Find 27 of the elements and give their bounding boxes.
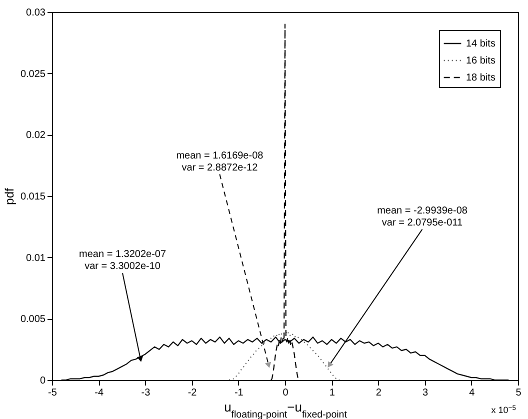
x-tick-label: 5 <box>516 388 522 398</box>
annotation: mean = 1.3202e-07 var = 3.3002e-10 <box>79 249 166 272</box>
legend-label: 14 bits <box>466 38 496 50</box>
x-tick-label: -3 <box>141 388 151 398</box>
y-tick-label: 0.025 <box>20 68 46 80</box>
y-tick-label: 0.01 <box>26 252 46 264</box>
legend-label: 18 bits <box>466 72 496 84</box>
x-tick-label: -1 <box>234 388 244 398</box>
y-tick-label: 0.03 <box>26 8 46 18</box>
x-tick-label: 3 <box>422 388 429 398</box>
annotation: mean = -2.9939e-08 var = 2.0795e-011 <box>377 205 468 228</box>
legend-label: 16 bits <box>466 56 496 66</box>
y-tick-label: 0 <box>40 376 46 386</box>
y-tick-label: 0.005 <box>20 314 46 326</box>
y-tick-label: 0.02 <box>26 130 46 142</box>
x-tick-label: 2 <box>376 388 382 398</box>
x-tick-label: -4 <box>94 388 104 398</box>
x-axis-title: u$_{floating-point}$−u$_{fixed-point}$ <box>224 400 348 419</box>
x-tick-label: 4 <box>469 388 476 398</box>
x-tick-label: -2 <box>188 388 198 398</box>
x-tick-label: 0 <box>282 388 289 398</box>
text: x 10$^{−5}$ <box>491 404 516 415</box>
y-axis-title: pdf <box>2 187 16 205</box>
x-tick-label: 1 <box>329 388 336 398</box>
x-tick-label: -5 <box>48 388 58 398</box>
y-tick-label: 0.015 <box>20 192 46 202</box>
annotation: mean = 1.6169e-08 var = 2.8872e-12 <box>176 150 264 174</box>
